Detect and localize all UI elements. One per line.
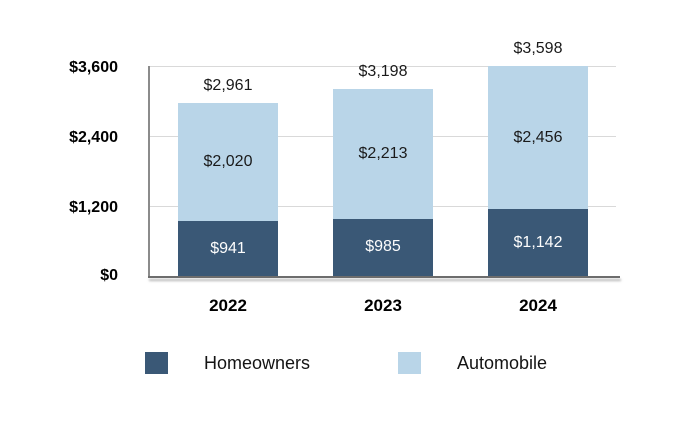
gridline-3600 [150, 66, 616, 67]
legend-label-automobile: Automobile [457, 353, 548, 373]
bar-2023-automobile-segment: $2,213 [333, 89, 433, 219]
segment-value-label: $2,213 [358, 144, 408, 162]
x-label-2024: 2024 [519, 296, 557, 315]
total-label-2022: $2,961 [203, 77, 253, 95]
y-tick-2400: $2,400 [69, 129, 118, 146]
x-axis-line [148, 275, 620, 278]
bar-2022: $941 $2,020 [178, 103, 278, 276]
segment-value-label: $2,020 [203, 153, 253, 171]
legend-swatch-automobile [398, 352, 421, 374]
total-label-2023: $3,198 [358, 63, 408, 81]
legend-label-homeowners: Homeowners [204, 353, 311, 373]
bar-2024-automobile-segment: $2,456 [488, 66, 588, 210]
total-label-2024: $3,598 [513, 40, 563, 58]
bar-2023-homeowners-segment: $985 [333, 218, 433, 276]
segment-value-label: $985 [365, 238, 401, 256]
y-tick-0: $0 [100, 267, 118, 284]
bar-2024-homeowners-segment: $1,142 [488, 209, 588, 276]
segment-value-label: $1,142 [513, 233, 563, 251]
y-axis-line [148, 66, 150, 277]
bar-2024: $1,142 $2,456 [488, 66, 588, 276]
x-label-2022: 2022 [209, 296, 247, 315]
legend-swatch-homeowners [145, 352, 168, 374]
plot-area: $2,961 $3,198 $3,598 $941 $2,020 $985 $2… [150, 41, 616, 276]
bar-2023: $985 $2,213 [333, 89, 433, 276]
y-tick-1200: $1,200 [69, 199, 118, 216]
bar-2022-homeowners-segment: $941 [178, 221, 278, 276]
x-label-2023: 2023 [364, 296, 402, 315]
segment-value-label: $941 [210, 239, 246, 257]
y-tick-3600: $3,600 [69, 59, 118, 76]
bar-2022-automobile-segment: $2,020 [178, 103, 278, 222]
segment-value-label: $2,456 [513, 128, 563, 146]
